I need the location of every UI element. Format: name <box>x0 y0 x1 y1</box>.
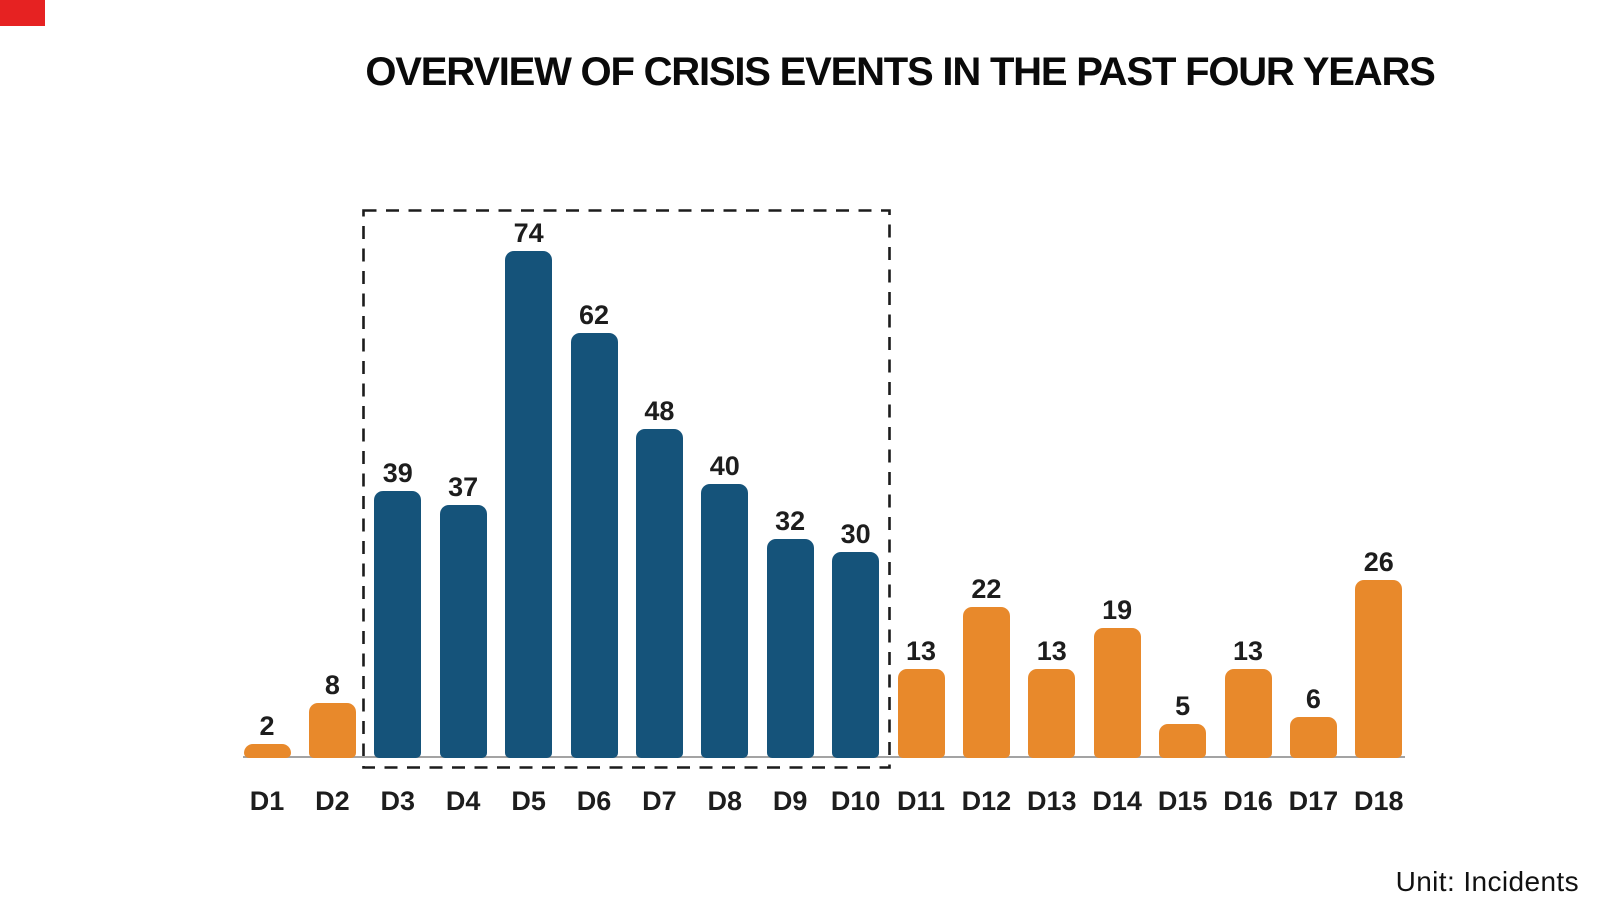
category-label-d2: D2 <box>315 786 350 816</box>
bar-value-label: 13 <box>905 636 937 666</box>
bar-d7 <box>635 429 683 758</box>
bar-value-label: 22 <box>971 574 1002 604</box>
x-axis-line <box>243 756 1405 759</box>
category-label-d7: D7 <box>642 786 677 816</box>
unit-label: Unit: Incidents <box>1395 866 1579 897</box>
bar-value-label: 37 <box>448 472 479 502</box>
category-label-d12: D12 <box>961 786 1012 816</box>
bar-d4 <box>439 505 487 758</box>
bar-d9 <box>766 539 814 758</box>
category-label-d5: D5 <box>511 786 546 816</box>
bar-value-label: 39 <box>382 458 413 488</box>
category-label-d3: D3 <box>380 786 416 816</box>
category-label-d4: D4 <box>445 786 481 816</box>
bar-d14 <box>1093 628 1141 758</box>
bar-value-label: 32 <box>775 506 806 536</box>
bar-value-label: 62 <box>578 300 610 330</box>
category-label-d11: D11 <box>896 786 946 816</box>
category-label-d13: D13 <box>1027 786 1077 816</box>
bar-d2 <box>308 703 356 758</box>
bar-value-label: 40 <box>709 451 740 481</box>
bar-d1 <box>243 744 291 758</box>
bar-value-label: 13 <box>1232 636 1264 666</box>
bar-d13 <box>1028 669 1076 758</box>
bar-value-label: 30 <box>840 519 871 549</box>
category-label-d17: D17 <box>1288 786 1339 816</box>
category-label-d16: D16 <box>1223 786 1273 816</box>
bar-value-label: 19 <box>1102 595 1133 625</box>
bar-value-label: 74 <box>513 218 544 248</box>
bar-value-label: 26 <box>1363 547 1394 577</box>
bar-d17 <box>1289 717 1337 758</box>
category-label-d18: D18 <box>1354 786 1404 816</box>
bar-d11 <box>897 669 945 758</box>
category-label-d1: D1 <box>249 786 285 816</box>
recording-indicator <box>0 0 45 26</box>
bar-value-label: 2 <box>259 711 275 741</box>
bar-value-label: 6 <box>1305 684 1321 714</box>
bar-d15 <box>1159 724 1207 758</box>
bar-d18 <box>1355 580 1403 758</box>
bar-value-label: 8 <box>324 670 340 700</box>
bar-d12 <box>962 607 1010 758</box>
category-label-d15: D15 <box>1157 786 1208 816</box>
bar-d10 <box>832 552 880 758</box>
bar-d8 <box>701 484 749 758</box>
bar-d6 <box>570 333 618 758</box>
bar-d16 <box>1224 669 1272 758</box>
category-label-d14: D14 <box>1092 786 1142 816</box>
bar-value-label: 48 <box>644 396 675 426</box>
category-label-d9: D9 <box>772 786 808 816</box>
chart-title: OVERVIEW OF CRISIS EVENTS IN THE PAST FO… <box>365 50 1435 94</box>
bar-d3 <box>374 491 422 758</box>
bar-d5 <box>505 251 553 758</box>
category-label-d8: D8 <box>707 786 743 816</box>
bar-value-label: 5 <box>1175 691 1191 721</box>
category-label-d6: D6 <box>576 786 612 816</box>
category-label-d10: D10 <box>830 786 881 816</box>
bar-value-label: 13 <box>1036 636 1067 666</box>
